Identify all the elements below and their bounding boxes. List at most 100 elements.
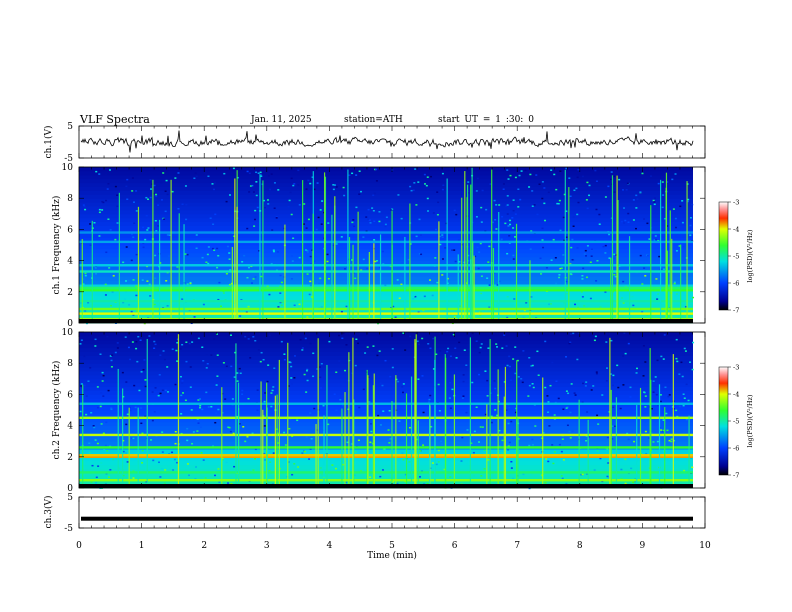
ch1-noise-pixel: [131, 177, 134, 179]
ch1-noise-pixel: [557, 202, 560, 205]
ch1-sferic: [457, 254, 459, 323]
ch1-noise-pixel: [565, 167, 568, 170]
ch2-noise-pixel: [438, 410, 441, 412]
ch1-noise-pixel: [566, 293, 569, 295]
ch2-noise-pixel: [681, 375, 684, 378]
ch2-sferic: [341, 408, 343, 488]
ch2-noise-pixel: [379, 475, 382, 478]
ch1-noise-pixel: [496, 284, 499, 286]
ch1-noise-pixel: [678, 245, 681, 247]
ch1-noise-pixel: [155, 195, 158, 198]
ch2-noise-pixel: [109, 355, 112, 357]
ch2-noise-pixel: [277, 442, 280, 444]
ch1-noise-pixel: [417, 181, 420, 183]
ch2-sferic: [688, 415, 690, 488]
ch2-noise-pixel: [401, 391, 404, 394]
ch2-noise-pixel: [622, 355, 625, 357]
ch2-noise-pixel: [88, 442, 91, 445]
ch2-sferic: [405, 393, 408, 488]
ch2-bg-row: [79, 441, 693, 446]
ch2-noise-pixel: [79, 410, 82, 413]
ch1-noise-pixel: [142, 226, 145, 229]
ch2-noise-pixel: [199, 404, 202, 407]
ch2-noise-pixel: [622, 384, 625, 386]
ch2-noise-pixel: [159, 354, 162, 356]
ch2-noise-pixel: [626, 432, 629, 435]
ch1-noise-pixel: [535, 174, 538, 176]
ch2-noise-pixel: [161, 467, 164, 470]
s2-ytick-label: 2: [67, 453, 73, 463]
ch1-noise-pixel: [292, 184, 295, 187]
ch1-noise-pixel: [576, 176, 579, 179]
ch2-noise-pixel: [247, 397, 250, 400]
ch2-colorbar-tick-label: -4: [733, 391, 739, 399]
ch1-noise-pixel: [378, 220, 381, 223]
ch1-noise-pixel: [275, 269, 278, 272]
ch2-noise-pixel: [475, 406, 478, 408]
ch2-noise-pixel: [110, 359, 113, 362]
ch2-noise-pixel: [606, 436, 609, 439]
ch1-noise-pixel: [610, 217, 613, 219]
ch2-noise-pixel: [401, 386, 404, 388]
ch2-bg-row: [79, 347, 693, 352]
ch2-noise-pixel: [582, 361, 585, 364]
ch2-noise-pixel: [483, 449, 486, 452]
ch2-noise-pixel: [139, 339, 142, 341]
ch1-noise-pixel: [342, 186, 345, 189]
ch1-noise-pixel: [410, 189, 413, 192]
ch1-sferic: [391, 210, 393, 323]
ch1-noise-pixel: [689, 234, 692, 237]
ch1-noise-pixel: [613, 273, 616, 276]
ch1-sferic: [471, 167, 473, 323]
ch1-noise-pixel: [658, 255, 661, 258]
ch2-noise-pixel: [651, 432, 654, 434]
ch1-noise-pixel: [418, 218, 421, 221]
ch1-noise-pixel: [627, 221, 630, 223]
ch1-noise-pixel: [204, 173, 207, 175]
ch1-noise-pixel: [533, 204, 536, 206]
ch2-noise-pixel: [560, 475, 563, 477]
ch1-noise-pixel: [94, 273, 97, 275]
ch2-noise-pixel: [102, 432, 105, 435]
ch2-noise-pixel: [225, 461, 228, 464]
ch2-noise-pixel: [387, 429, 390, 431]
ch1-noise-pixel: [149, 295, 152, 297]
ch2-noise-pixel: [381, 469, 384, 471]
ch2-noise-pixel: [316, 368, 319, 370]
ch1-noise-pixel: [489, 183, 492, 185]
ch2-noise-pixel: [389, 438, 392, 440]
ch2-noise-pixel: [244, 335, 247, 338]
ch2-sferic: [348, 352, 350, 488]
ch2-noise-pixel: [252, 469, 255, 471]
ch1-noise-pixel: [291, 255, 294, 257]
ch1-noise-pixel: [536, 213, 539, 216]
ch1-noise-pixel: [484, 230, 487, 233]
ch2-noise-pixel: [668, 394, 671, 396]
ch1-noise-pixel: [313, 188, 316, 191]
ch2-noise-pixel: [354, 451, 357, 453]
ch2-noise-pixel: [629, 386, 632, 389]
ch1-sferic: [669, 210, 671, 323]
ch2-noise-pixel: [547, 460, 550, 463]
ch1-noise-pixel: [623, 207, 626, 209]
ch1-noise-pixel: [581, 278, 584, 280]
ch2-bg-row: [79, 371, 693, 376]
ch1-noise-pixel: [350, 259, 353, 261]
ch2-noise-pixel: [249, 357, 252, 359]
ch1-noise-pixel: [225, 200, 228, 203]
ch1-noise-pixel: [559, 170, 562, 172]
ch2-noise-pixel: [214, 421, 217, 424]
ch1-sferic: [284, 224, 286, 323]
ch2-sferic: [177, 334, 180, 488]
ch2-noise-pixel: [122, 450, 125, 453]
ch2-noise-pixel: [471, 381, 474, 384]
ch2-noise-pixel: [676, 415, 679, 418]
ch1-noise-pixel: [613, 175, 616, 178]
ch2-noise-pixel: [230, 365, 233, 368]
ch1-noise-pixel: [89, 223, 92, 225]
ch1-noise-pixel: [304, 220, 307, 222]
ch2-noise-pixel: [205, 353, 208, 356]
ch1-noise-pixel: [414, 168, 417, 170]
ch2-sferic: [221, 387, 223, 488]
ch1-noise-pixel: [446, 282, 449, 285]
